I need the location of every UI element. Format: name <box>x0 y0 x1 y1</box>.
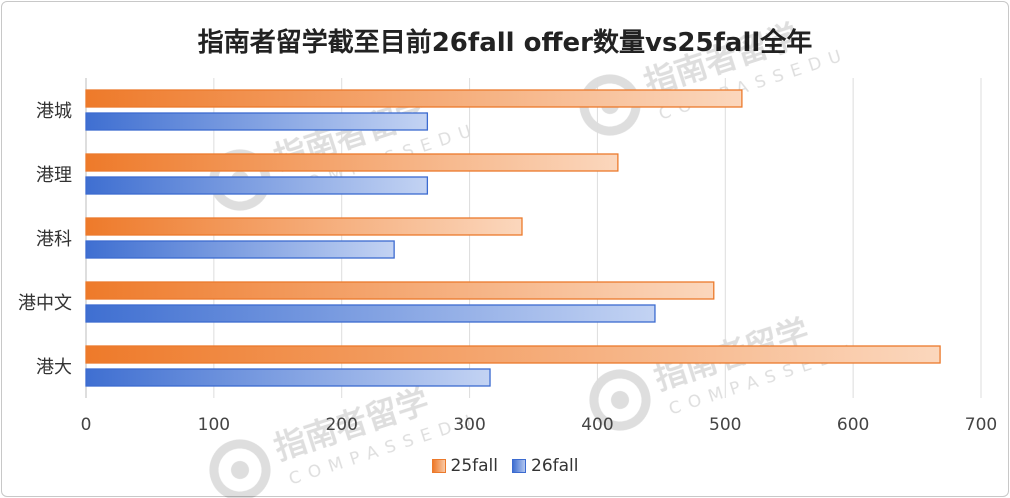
bar-26fall-港科 <box>85 240 395 259</box>
legend: 25fall 26fall <box>0 456 1010 476</box>
category-label: 港科 <box>36 229 72 250</box>
bar-26fall-港城 <box>85 112 429 131</box>
category-label: 港城 <box>36 101 72 122</box>
x-tick-label: 700 <box>965 415 997 435</box>
bar-25fall-港科 <box>85 217 523 236</box>
legend-label: 25fall <box>450 456 498 476</box>
gridlines <box>85 78 982 398</box>
legend-swatch-orange <box>431 459 446 473</box>
bar-26fall-港中文 <box>85 304 656 323</box>
chart-title: 指南者留学截至目前26fall offer数量vs25fall全年 <box>197 28 813 58</box>
bar-25fall-港大 <box>85 345 941 364</box>
x-tick-label: 400 <box>581 415 613 435</box>
bar-25fall-港理 <box>85 153 619 172</box>
x-tick-label: 0 <box>81 415 92 435</box>
x-tick-label: 600 <box>837 415 869 435</box>
bar-26fall-港理 <box>85 176 429 195</box>
x-tick-labels: 0 100 200 300 400 500 600 700 <box>81 415 998 435</box>
x-tick-label: 500 <box>709 415 741 435</box>
category-label: 港大 <box>36 357 72 378</box>
x-tick-label: 200 <box>325 415 357 435</box>
bars <box>85 89 941 387</box>
bar-26fall-港大 <box>85 368 491 387</box>
legend-label: 26fall <box>531 456 579 476</box>
legend-swatch-blue <box>512 459 526 473</box>
legend-item-26fall: 26fall <box>512 456 578 476</box>
bar-25fall-港城 <box>85 89 743 108</box>
bar-25fall-港中文 <box>85 281 715 300</box>
x-tick-label: 100 <box>198 415 230 435</box>
legend-item-25fall: 25fall <box>431 456 498 476</box>
category-label: 港理 <box>36 165 72 186</box>
category-label: 港中文 <box>18 293 72 314</box>
x-tick-label: 300 <box>453 415 485 435</box>
